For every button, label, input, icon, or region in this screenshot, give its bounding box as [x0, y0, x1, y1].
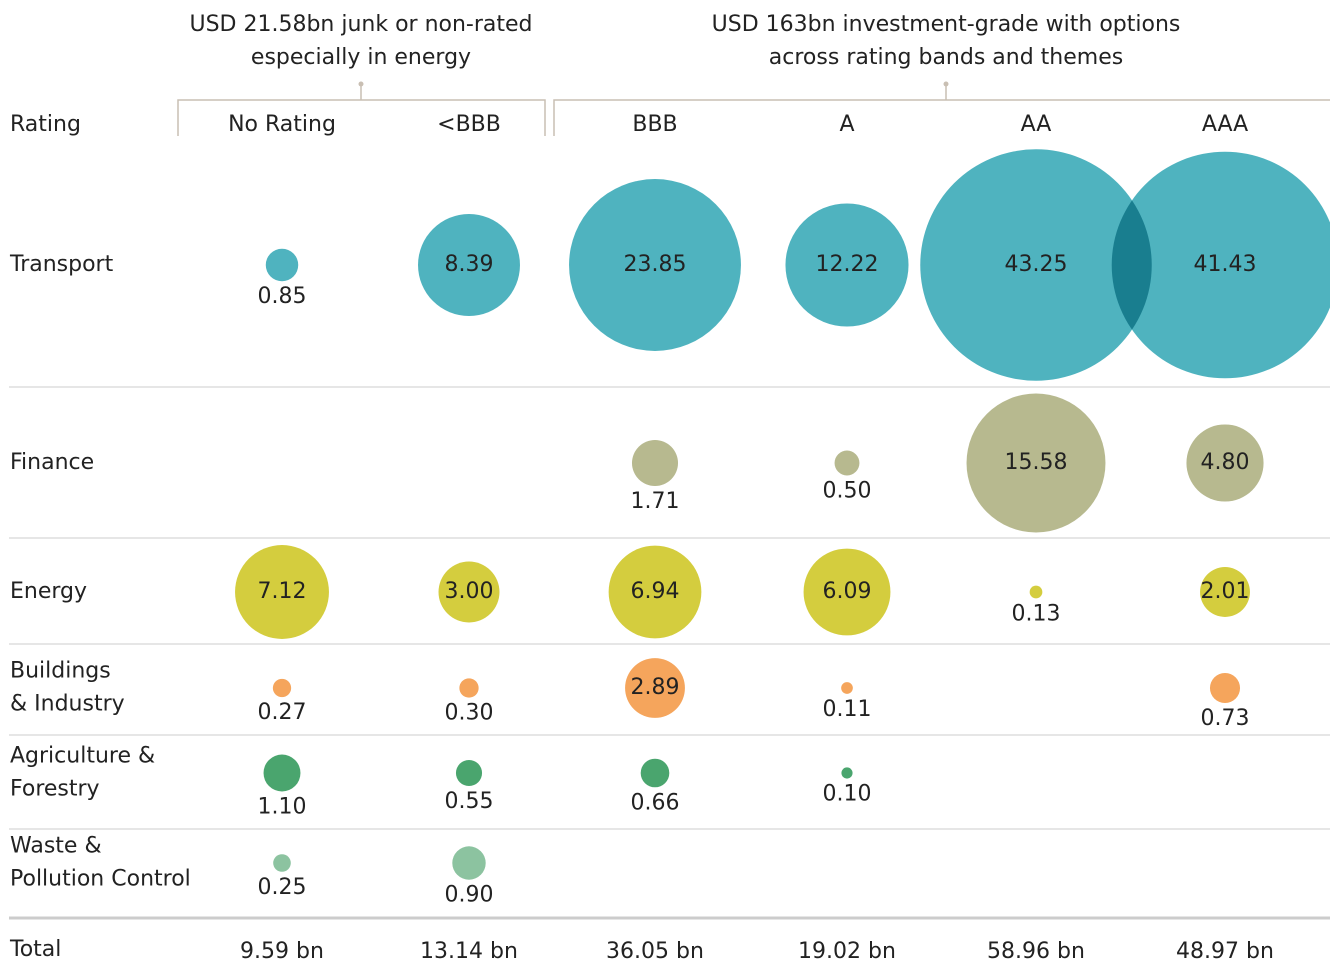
bubble: [625, 658, 685, 718]
bubble: [966, 393, 1106, 533]
bubble: [452, 846, 486, 880]
bracket-dot: [358, 81, 364, 87]
bubble: [1029, 585, 1043, 599]
group-header: USD 21.58bn junk or non-rated: [189, 12, 532, 37]
bubble: [785, 203, 909, 327]
row-label: Forestry: [10, 777, 100, 802]
bubble: [273, 854, 291, 872]
value-label: 12.22: [816, 252, 879, 277]
column-header: AA: [1021, 112, 1052, 137]
bracket: [177, 86, 546, 136]
row-label: Transport: [9, 252, 114, 277]
column-header: BBB: [632, 112, 677, 137]
bubble: [455, 759, 483, 787]
group-header: USD 163bn investment-grade with options: [712, 12, 1181, 37]
bubble: [263, 754, 301, 792]
bubble: [841, 767, 853, 779]
bubble: [1186, 424, 1264, 502]
bubble: [841, 682, 853, 694]
value-label: 0.55: [445, 789, 494, 814]
bubble: [265, 248, 299, 282]
bubble: [1200, 567, 1250, 617]
row-header: Rating: [10, 112, 81, 137]
value-label: 41.43: [1194, 252, 1257, 277]
bubble: [803, 548, 891, 636]
column-header: AAA: [1202, 112, 1248, 137]
value-label: 0.66: [631, 790, 680, 815]
value-label: 2.01: [1201, 579, 1250, 604]
value-label: 6.09: [823, 579, 872, 604]
bracket-dot: [943, 81, 949, 87]
bubble: [834, 450, 860, 476]
bubble: [459, 678, 479, 698]
value-label: 1.10: [258, 794, 307, 819]
bubble: [438, 561, 500, 623]
value-label: 0.10: [823, 782, 872, 807]
row-label: Agriculture &: [10, 744, 155, 769]
bubble: [920, 149, 1152, 381]
total: 13.14 bn: [420, 939, 518, 964]
bubble: [1111, 151, 1330, 379]
value-label: 8.39: [445, 252, 494, 277]
value-label: 6.94: [631, 579, 680, 604]
bubble: [418, 214, 520, 316]
group-header: across rating bands and themes: [769, 45, 1123, 70]
value-label: 0.25: [258, 875, 307, 900]
value-label: 3.00: [445, 579, 494, 604]
row-label: Energy: [10, 579, 87, 604]
bubble: [272, 678, 292, 698]
row-label: Waste &: [10, 834, 102, 859]
bubble: [1209, 672, 1241, 704]
value-label: 1.71: [631, 489, 680, 514]
column-header: A: [839, 112, 854, 137]
value-label: 4.80: [1201, 450, 1250, 475]
bracket: [553, 86, 1330, 136]
total: 36.05 bn: [606, 939, 704, 964]
row-label: Pollution Control: [10, 867, 191, 892]
value-label: 0.90: [445, 883, 494, 908]
value-label: 2.89: [631, 675, 680, 700]
total: 19.02 bn: [798, 939, 896, 964]
value-label: 0.50: [823, 478, 872, 503]
column-header: <BBB: [437, 112, 501, 137]
group-header: especially in energy: [251, 45, 471, 70]
bubble: [569, 179, 741, 351]
value-label: 0.27: [258, 700, 307, 725]
total: 58.96 bn: [987, 939, 1085, 964]
row-label: & Industry: [10, 692, 125, 717]
column-header: No Rating: [228, 112, 336, 137]
bubble: [235, 545, 329, 639]
row-label: Buildings: [10, 659, 111, 684]
total-header: Total: [9, 937, 61, 962]
value-label: 0.13: [1012, 601, 1061, 626]
bubble: [608, 545, 702, 639]
value-label: 7.12: [258, 579, 307, 604]
value-label: 0.30: [445, 701, 494, 726]
total: 48.97 bn: [1176, 939, 1274, 964]
total: 9.59 bn: [240, 939, 324, 964]
value-label: 15.58: [1005, 450, 1068, 475]
bubble: [631, 439, 679, 487]
value-label: 23.85: [624, 252, 687, 277]
bubble: [640, 758, 670, 788]
value-label: 0.73: [1201, 706, 1250, 731]
value-label: 43.25: [1005, 252, 1068, 277]
row-label: Finance: [10, 450, 94, 475]
value-label: 0.11: [823, 697, 872, 722]
value-label: 0.85: [258, 284, 307, 309]
